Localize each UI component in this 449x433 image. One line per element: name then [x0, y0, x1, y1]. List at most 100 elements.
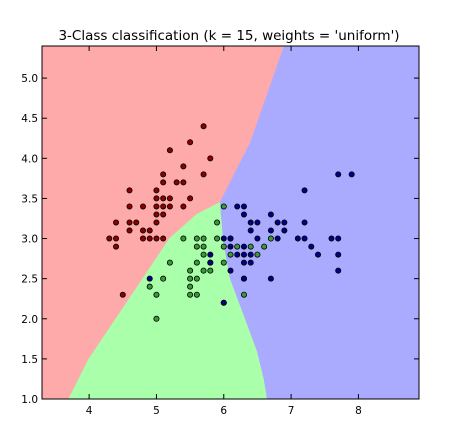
point-green	[200, 267, 207, 274]
point-red	[113, 235, 120, 242]
point-red	[160, 195, 167, 202]
point-blue	[335, 171, 342, 178]
point-blue	[227, 243, 234, 250]
point-blue	[247, 259, 254, 266]
point-blue	[247, 227, 254, 234]
point-green	[193, 243, 200, 250]
point-red	[153, 219, 160, 226]
point-red	[146, 235, 153, 242]
point-red	[146, 227, 153, 234]
point-red	[207, 155, 214, 162]
point-blue	[328, 235, 335, 242]
point-green	[187, 275, 194, 282]
point-blue	[308, 243, 315, 250]
point-green	[214, 235, 221, 242]
point-green	[220, 243, 227, 250]
x-tick-label: 7	[288, 405, 295, 417]
point-red	[200, 123, 207, 130]
point-red	[160, 179, 167, 186]
point-blue	[207, 259, 214, 266]
point-blue	[240, 203, 247, 210]
point-red	[166, 147, 173, 154]
region-blue	[219, 46, 419, 399]
point-blue	[267, 227, 274, 234]
point-blue	[234, 251, 241, 258]
axes: 4 5 6 7 8 1.0 1.5 2.0 2.5 3.0 3.5 4.0 4.5 5.0	[21, 46, 419, 417]
point-red	[153, 211, 160, 218]
point-red	[133, 219, 140, 226]
point-blue	[227, 267, 234, 274]
point-green	[180, 235, 187, 242]
point-blue	[146, 275, 153, 282]
point-green	[187, 291, 194, 298]
y-tick-label: 4.0	[21, 153, 38, 165]
point-blue	[294, 235, 301, 242]
y-tick-label: 4.5	[21, 113, 38, 125]
point-green	[254, 251, 261, 258]
point-red	[153, 235, 160, 242]
data-points	[106, 123, 355, 322]
point-green	[220, 203, 227, 210]
point-blue	[267, 275, 274, 282]
x-tick-label: 4	[86, 405, 93, 417]
point-red	[126, 203, 133, 210]
point-green	[193, 275, 200, 282]
point-blue	[301, 219, 308, 226]
point-blue	[234, 203, 241, 210]
point-red	[153, 195, 160, 202]
y-tick-label: 5.0	[21, 73, 38, 85]
point-blue	[254, 219, 261, 226]
x-tick-label: 5	[153, 405, 160, 417]
point-blue	[220, 299, 227, 306]
point-red	[139, 227, 146, 234]
point-red	[113, 219, 120, 226]
point-blue	[281, 219, 288, 226]
point-red	[180, 179, 187, 186]
point-red	[200, 171, 207, 178]
point-blue	[301, 187, 308, 194]
y-tick-label: 2.5	[21, 274, 38, 286]
point-blue	[227, 235, 234, 242]
point-blue	[254, 235, 261, 242]
point-green	[214, 219, 221, 226]
x-tick-label: 8	[355, 405, 362, 417]
point-red	[119, 291, 126, 298]
point-green	[200, 235, 207, 242]
point-red	[173, 179, 180, 186]
point-green	[193, 291, 200, 298]
point-green	[220, 259, 227, 266]
point-blue	[301, 235, 308, 242]
point-red	[139, 203, 146, 210]
point-green	[153, 315, 160, 322]
point-green	[200, 243, 207, 250]
point-red	[166, 195, 173, 202]
chart-title: 3-Class classification (k = 15, weights …	[58, 28, 399, 44]
point-blue	[274, 219, 281, 226]
point-blue	[240, 275, 247, 282]
point-red	[153, 203, 160, 210]
point-red	[106, 235, 113, 242]
point-blue	[335, 235, 342, 242]
point-green	[240, 291, 247, 298]
point-green	[267, 235, 274, 242]
y-tick-label: 3.5	[21, 193, 38, 205]
x-tick-label: 6	[220, 405, 227, 417]
point-green	[227, 251, 234, 258]
point-blue	[240, 243, 247, 250]
point-green	[200, 251, 207, 258]
point-green	[193, 259, 200, 266]
y-tick-label: 1.5	[21, 354, 38, 366]
plot-area: 4 5 6 7 8 1.0 1.5 2.0 2.5 3.0 3.5 4.0 4.5 5.0	[21, 45, 420, 417]
point-blue	[247, 251, 254, 258]
point-red	[126, 227, 133, 234]
y-tick-label: 3.0	[21, 234, 38, 246]
point-green	[261, 243, 268, 250]
point-red	[187, 139, 194, 146]
point-blue	[281, 227, 288, 234]
point-blue	[335, 251, 342, 258]
point-green	[187, 283, 194, 290]
point-green	[166, 259, 173, 266]
point-blue	[335, 267, 342, 274]
point-red	[180, 163, 187, 170]
